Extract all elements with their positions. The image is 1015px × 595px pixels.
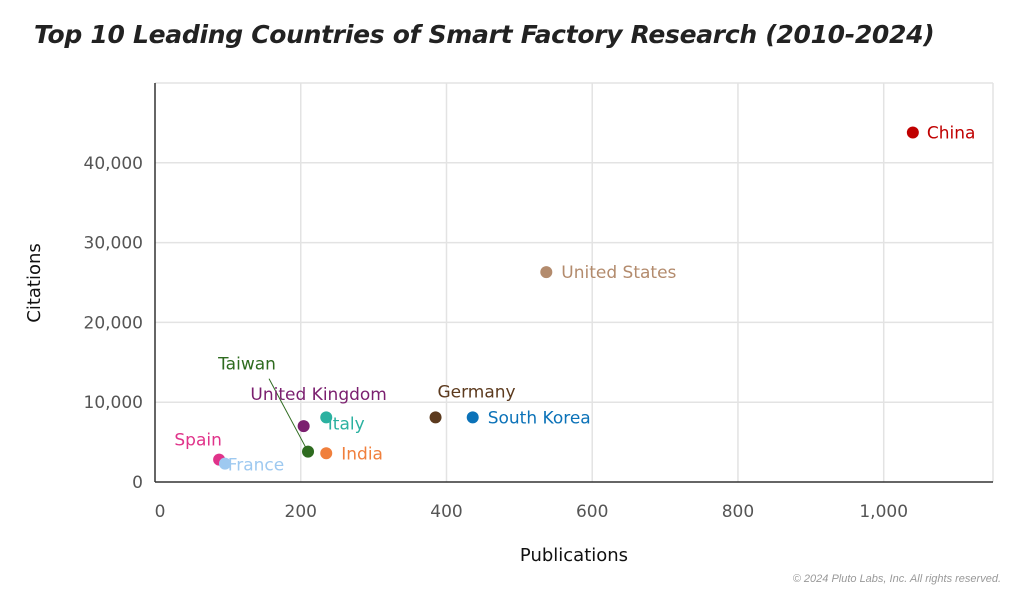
y-tick-label: 40,000 bbox=[84, 154, 143, 174]
leader-lines bbox=[268, 378, 309, 452]
point-south-korea bbox=[466, 411, 479, 424]
grid-lines bbox=[155, 82, 994, 482]
point-germany bbox=[429, 411, 442, 424]
label-united-kingdom: United Kingdom bbox=[250, 385, 386, 405]
y-axis-title: Citations bbox=[24, 243, 45, 323]
chart-title: Top 10 Leading Countries of Smart Factor… bbox=[34, 20, 935, 49]
point-france bbox=[218, 457, 231, 470]
label-germany: Germany bbox=[437, 382, 515, 402]
x-tick-label: 600 bbox=[576, 502, 608, 522]
x-tick-label: 200 bbox=[285, 502, 317, 522]
tick-labels: 0 200 400 600 800 1,000 0 10,000 20,000 30,000 40,… bbox=[84, 154, 909, 522]
label-italy: Italy bbox=[328, 414, 365, 434]
point-united-states bbox=[540, 266, 553, 279]
x-axis-title: Publications bbox=[520, 545, 628, 566]
y-tick-label: 0 bbox=[132, 473, 143, 493]
copyright-notice: © 2024 Pluto Labs, Inc. All rights reser… bbox=[792, 573, 1001, 585]
label-spain: Spain bbox=[174, 431, 222, 451]
label-south-korea: South Korea bbox=[488, 408, 591, 428]
x-tick-label: 1,000 bbox=[859, 502, 908, 522]
label-france: France bbox=[228, 456, 285, 476]
y-tick-label: 10,000 bbox=[84, 393, 143, 413]
data-points bbox=[213, 126, 919, 470]
point-united-kingdom bbox=[297, 420, 310, 433]
label-united-states: United States bbox=[561, 263, 676, 283]
x-tick-label: 0 bbox=[155, 502, 166, 522]
x-tick-label: 800 bbox=[722, 502, 754, 522]
label-taiwan: Taiwan bbox=[217, 355, 276, 375]
label-india: India bbox=[341, 444, 383, 464]
y-tick-label: 30,000 bbox=[84, 234, 143, 254]
point-taiwan bbox=[302, 445, 315, 458]
point-china bbox=[906, 126, 919, 139]
point-labels: China United States South Korea Germany Ital… bbox=[174, 123, 975, 475]
taiwan-leader-line bbox=[268, 378, 309, 452]
point-india bbox=[320, 447, 333, 460]
label-china: China bbox=[927, 123, 976, 143]
axes bbox=[154, 83, 993, 483]
point-italy bbox=[320, 411, 333, 424]
y-tick-label: 20,000 bbox=[84, 313, 143, 333]
x-tick-label: 400 bbox=[430, 502, 462, 522]
